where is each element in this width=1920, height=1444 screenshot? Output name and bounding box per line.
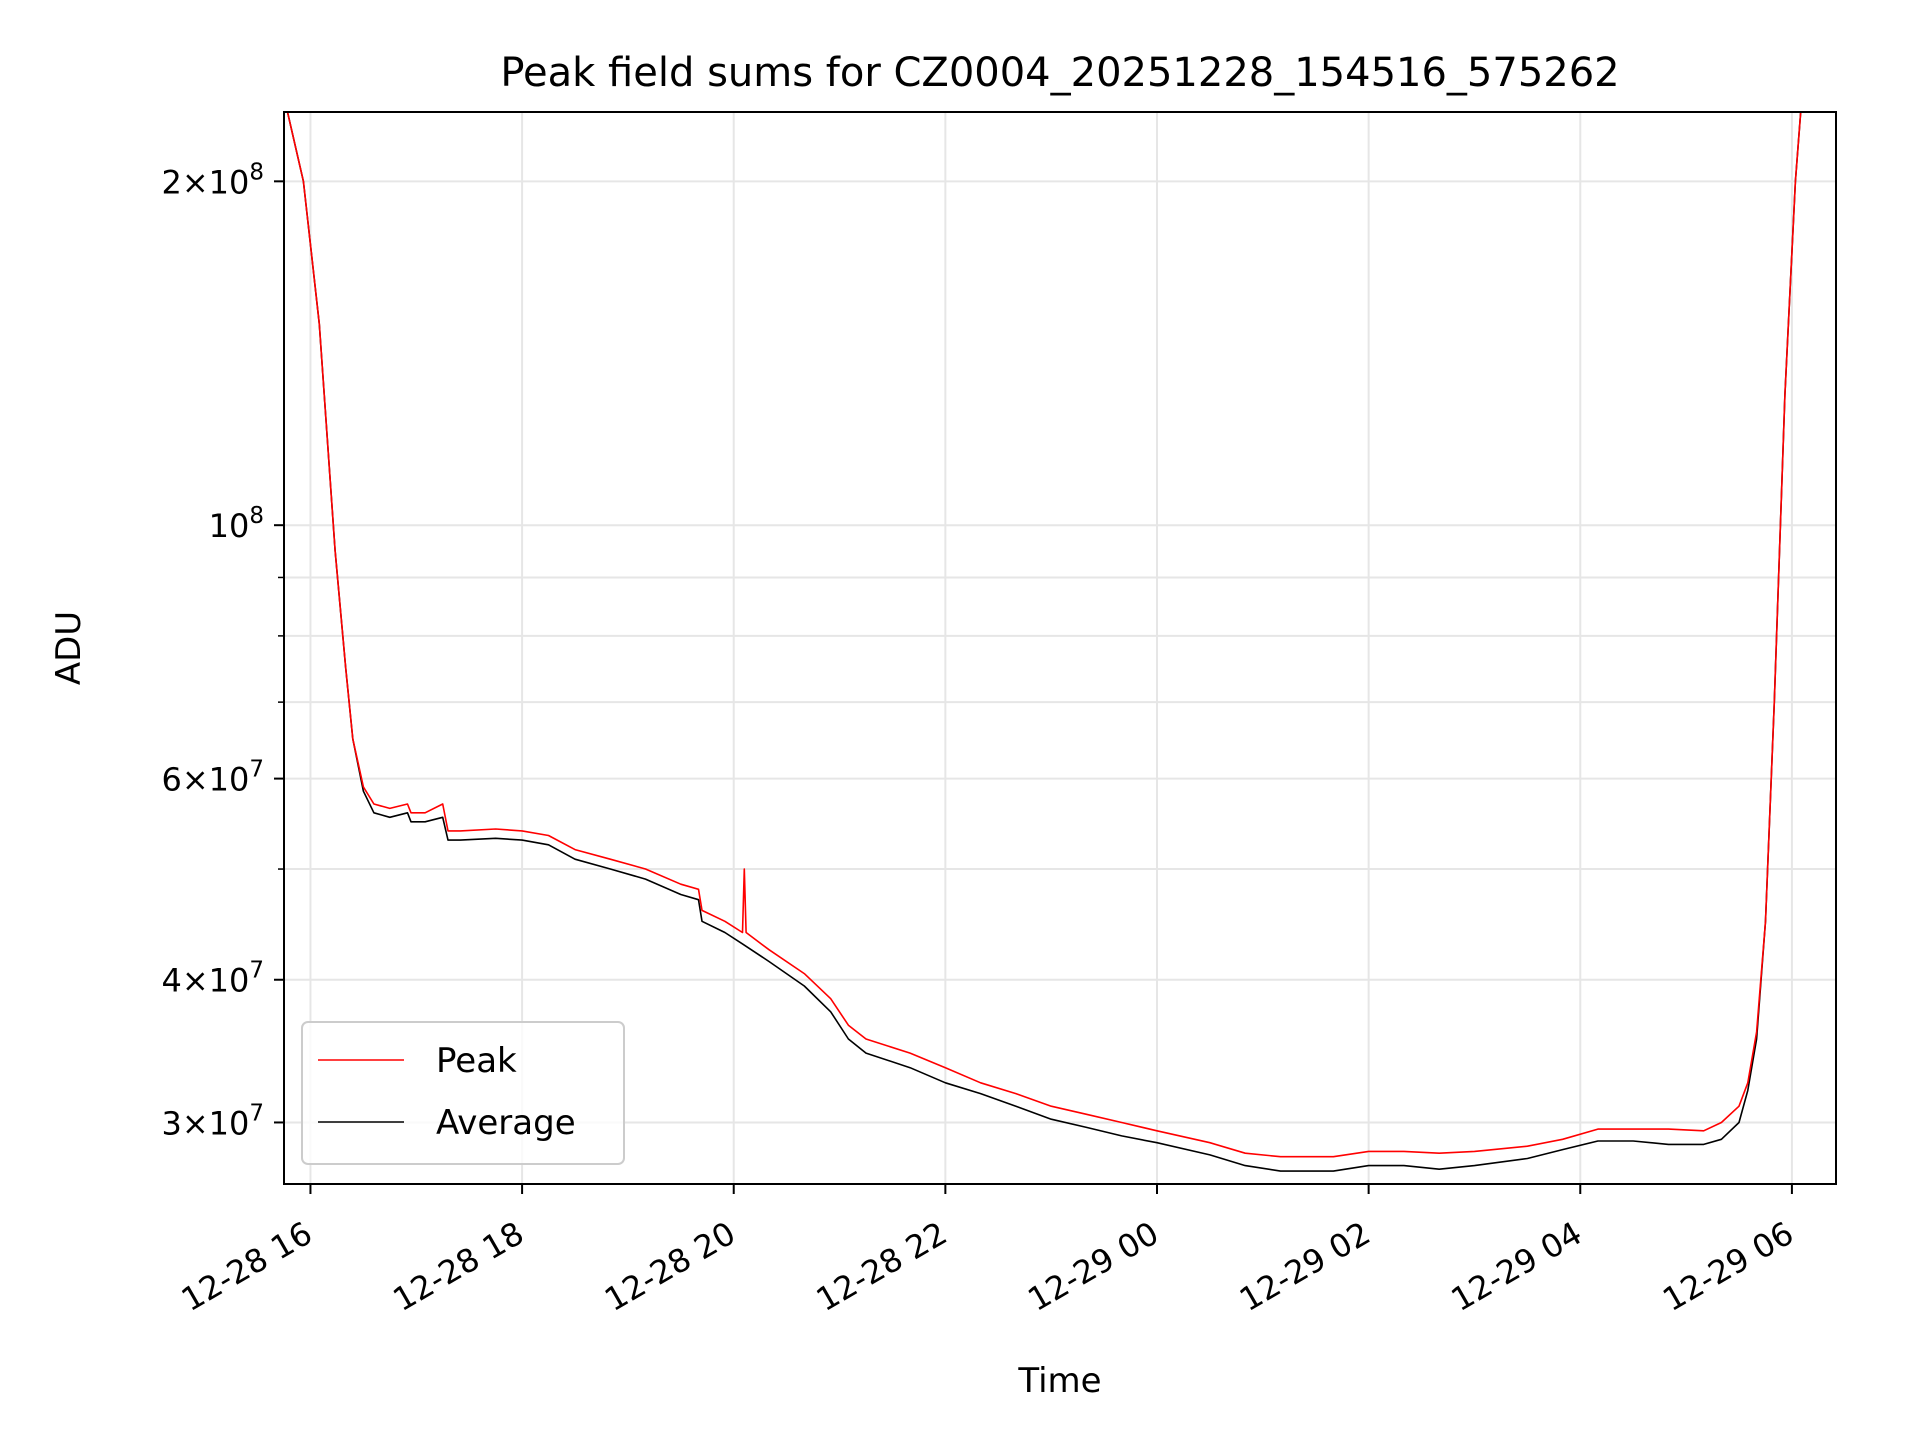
y-axis-label: ADU <box>49 611 89 685</box>
legend-box <box>301 1021 625 1165</box>
series-line-average <box>286 111 1802 1172</box>
legend-label-average: Average <box>436 1103 576 1143</box>
y-tick-label: 3×107 <box>161 1100 264 1142</box>
chart-title: Peak field sums for CZ0004_20251228_1545… <box>500 50 1619 96</box>
plot-area-frame <box>283 111 1837 1185</box>
y-tick-label: 6×107 <box>161 757 264 799</box>
y-tick-label: 2×108 <box>161 159 264 201</box>
series-layer <box>286 111 1802 1172</box>
series-line-peak <box>286 111 1802 1158</box>
x-axis-label: Time <box>1017 1361 1101 1401</box>
y-tick-label: 4×107 <box>161 958 264 1000</box>
legend: Peak Average <box>301 1021 625 1165</box>
legend-label-peak: Peak <box>436 1041 517 1081</box>
